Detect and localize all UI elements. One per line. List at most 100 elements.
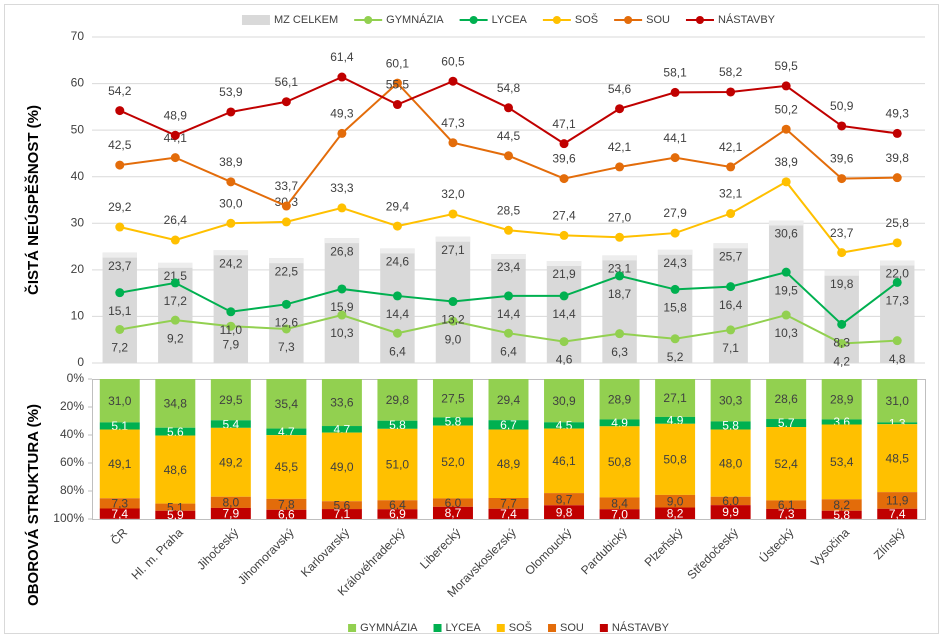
bar-segment [321, 426, 362, 433]
data-label: 47,3 [441, 116, 465, 130]
data-label: 16,4 [719, 298, 743, 312]
data-label: 33,3 [330, 181, 354, 195]
marker [559, 230, 569, 240]
legend-label: SOU [560, 622, 584, 634]
marker [726, 162, 736, 172]
marker [337, 128, 347, 138]
data-label: 5,8 [389, 418, 406, 432]
marker [726, 87, 736, 97]
legend-marker [552, 16, 561, 24]
data-label: 33,6 [330, 396, 354, 410]
data-label: 30,9 [552, 394, 576, 408]
marker [448, 316, 458, 326]
bar-segment [710, 421, 751, 430]
data-label: 29,4 [386, 199, 410, 213]
bar-segment [599, 426, 640, 498]
data-label: 31,0 [886, 394, 910, 408]
data-label: 7,3 [778, 507, 795, 521]
data-label: 6,4 [500, 344, 517, 358]
data-label: 29,8 [386, 393, 410, 407]
data-label: 50,2 [774, 102, 798, 116]
data-label: 7,1 [722, 341, 739, 355]
bar-highlight [435, 236, 471, 242]
data-label: 4,6 [556, 353, 573, 367]
bar-segment [710, 429, 751, 497]
bar-highlight [102, 252, 137, 258]
bar-highlight [269, 258, 304, 264]
data-label: 6,9 [389, 507, 406, 521]
bar-segment [766, 500, 807, 509]
data-label: 5,8 [722, 419, 739, 433]
bar-segment [488, 429, 529, 498]
data-label: 27,1 [663, 391, 687, 405]
bar-segment [599, 509, 640, 519]
bar-segment [821, 379, 862, 420]
bar-segment [710, 505, 751, 519]
legend-label: NÁSTAVBY [718, 13, 776, 26]
data-label: 52,0 [441, 455, 465, 469]
marker [670, 334, 680, 344]
data-label: 28,9 [830, 392, 854, 406]
data-label: 7,9 [222, 507, 239, 521]
marker [392, 221, 402, 231]
data-label: 14,4 [497, 307, 521, 321]
bar-segment [710, 379, 751, 422]
marker [448, 76, 458, 86]
bar-highlight [491, 254, 526, 260]
data-label: 47,1 [552, 117, 576, 131]
data-label: 58,2 [719, 65, 743, 79]
marker [781, 124, 791, 134]
bar-highlight [324, 238, 360, 244]
marker [504, 151, 513, 161]
marker [670, 284, 680, 294]
data-label: 7,4 [889, 507, 906, 521]
data-label: 27,9 [663, 206, 687, 220]
data-label: 58,1 [663, 66, 687, 80]
bar-segment [99, 429, 140, 499]
data-label: 23,7 [830, 226, 854, 240]
legend-label: SOU [646, 14, 670, 26]
data-label: 7,0 [611, 507, 628, 521]
legend-label: LYCEA [446, 622, 482, 634]
data-label: 48,5 [886, 451, 910, 465]
marker [837, 338, 847, 348]
data-label: 19,8 [830, 277, 854, 291]
data-label: 39,8 [886, 151, 910, 165]
data-label: 35,4 [275, 397, 299, 411]
bar-segment [544, 493, 585, 506]
data-label: 9,2 [167, 331, 184, 345]
bar-segment [877, 422, 918, 425]
marker [615, 104, 625, 114]
legend-swatch [599, 624, 608, 632]
marker [281, 299, 291, 309]
bar-segment [821, 499, 862, 511]
bar-segment [766, 427, 807, 501]
data-label: 54,2 [108, 84, 132, 98]
y-tick-label: 70 [71, 29, 85, 43]
marker [670, 153, 680, 163]
data-label: 59,5 [774, 59, 798, 73]
legend-label: LYCEA [492, 14, 528, 26]
data-label: 23,1 [608, 262, 632, 276]
bar-segment [821, 419, 862, 425]
y-tick-label: 40% [60, 427, 84, 441]
marker [892, 173, 902, 183]
bar-segment [877, 492, 918, 509]
marker [892, 336, 902, 346]
data-label: 33,7 [275, 179, 299, 193]
bar-segment [99, 508, 140, 519]
bar-highlight [768, 220, 804, 226]
bar-segment [155, 379, 196, 428]
bar-segment [599, 419, 640, 427]
data-label: 28,9 [608, 392, 632, 406]
data-label: 15,1 [108, 304, 132, 318]
data-label: 4,2 [833, 355, 850, 369]
data-label: 29,2 [108, 200, 132, 214]
data-label: 55,5 [386, 78, 410, 92]
data-label: 9,0 [667, 494, 684, 508]
data-label: 42,1 [719, 140, 743, 154]
data-label: 6,4 [389, 498, 406, 512]
data-label: 8,7 [445, 506, 462, 520]
marker [337, 284, 347, 294]
bar-highlight [657, 249, 693, 255]
